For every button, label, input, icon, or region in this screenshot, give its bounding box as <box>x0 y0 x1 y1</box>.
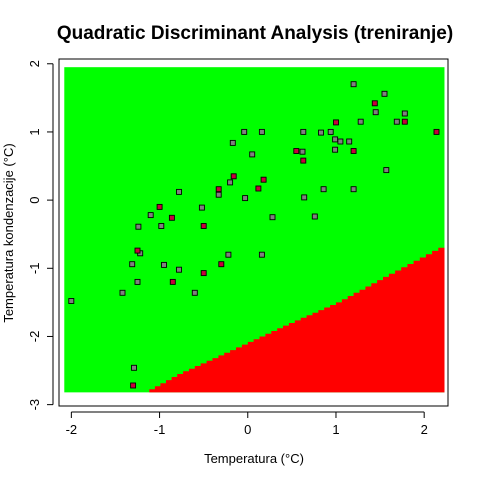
data-point-series-1-13 <box>334 120 339 125</box>
data-point-series-0-18 <box>259 129 264 134</box>
data-point-series-0-30 <box>347 139 352 144</box>
data-point-series-1-15 <box>372 101 377 106</box>
data-point-series-0-17 <box>250 152 255 157</box>
data-point-series-0-32 <box>351 82 356 87</box>
data-point-series-0-13 <box>216 192 221 197</box>
data-point-series-1-17 <box>434 129 439 134</box>
data-point-series-0-40 <box>226 252 231 257</box>
x-tick-label-4: 2 <box>421 422 428 437</box>
data-point-series-0-20 <box>259 252 264 257</box>
data-point-series-0-19 <box>270 215 275 220</box>
data-point-series-0-34 <box>373 110 378 115</box>
x-tick-label-1: -1 <box>154 422 166 437</box>
y-tick-label-3: 0 <box>27 197 42 204</box>
data-point-series-1-6 <box>219 262 224 267</box>
data-point-series-0-8 <box>159 224 164 229</box>
data-point-series-0-22 <box>301 129 306 134</box>
data-point-series-1-3 <box>170 279 175 284</box>
data-point-series-0-5 <box>136 224 141 229</box>
data-point-series-0-25 <box>319 130 324 135</box>
data-point-series-0-23 <box>302 195 307 200</box>
data-point-series-1-11 <box>294 149 299 154</box>
data-point-series-1-7 <box>216 187 221 192</box>
data-point-series-1-12 <box>301 158 306 163</box>
y-tick-label-0: -3 <box>27 399 42 411</box>
data-point-series-0-14 <box>228 180 233 185</box>
data-point-series-0-9 <box>177 189 182 194</box>
data-point-series-0-42 <box>328 129 333 134</box>
data-point-series-1-16 <box>402 119 407 124</box>
y-tick-label-5: 2 <box>27 60 42 67</box>
data-point-series-1-5 <box>201 224 206 229</box>
x-tick-label-3: 1 <box>332 422 339 437</box>
x-tick-label-0: -2 <box>66 422 78 437</box>
y-tick-label-4: 1 <box>27 128 42 135</box>
data-point-series-1-9 <box>256 186 261 191</box>
y-tick-label-2: -1 <box>27 263 42 275</box>
data-point-series-0-12 <box>199 205 204 210</box>
data-point-series-0-26 <box>321 187 326 192</box>
data-point-series-0-3 <box>135 279 140 284</box>
data-point-series-0-15 <box>230 140 235 145</box>
data-point-series-0-29 <box>338 139 343 144</box>
data-point-series-0-10 <box>177 267 182 272</box>
data-point-series-1-4 <box>201 271 206 276</box>
data-point-series-0-2 <box>130 262 135 267</box>
decision-regions <box>64 67 444 392</box>
y-axis-label: Temperatura kondenzacije (°C) <box>1 143 16 322</box>
data-point-series-1-10 <box>261 177 266 182</box>
data-point-series-1-0 <box>157 204 162 209</box>
data-point-series-0-24 <box>312 214 317 219</box>
data-point-series-0-28 <box>333 147 338 152</box>
data-point-series-1-14 <box>351 149 356 154</box>
data-point-series-1-2 <box>135 248 140 253</box>
data-point-series-1-1 <box>169 215 174 220</box>
data-point-series-0-7 <box>162 262 167 267</box>
data-point-series-0-33 <box>358 119 363 124</box>
chart-title: Quadratic Discriminant Analysis (trenira… <box>57 23 453 44</box>
x-axis-label: Temperatura (°C) <box>204 451 304 466</box>
y-tick-label-1: -2 <box>27 331 42 343</box>
data-point-series-0-1 <box>120 290 125 295</box>
data-point-series-0-11 <box>192 290 197 295</box>
data-point-series-0-31 <box>351 187 356 192</box>
data-point-series-0-21 <box>300 149 305 154</box>
data-point-series-0-39 <box>132 365 137 370</box>
data-point-series-0-37 <box>402 111 407 116</box>
data-point-series-0-38 <box>394 119 399 124</box>
data-point-series-0-35 <box>382 91 387 96</box>
data-point-series-0-27 <box>333 137 338 142</box>
data-point-series-1-18 <box>131 383 136 388</box>
data-point-series-0-0 <box>69 299 74 304</box>
data-point-series-0-16 <box>243 196 248 201</box>
data-point-series-1-8 <box>231 174 236 179</box>
x-tick-label-2: 0 <box>244 422 251 437</box>
data-point-series-0-6 <box>148 213 153 218</box>
data-point-series-0-41 <box>242 129 247 134</box>
data-point-series-0-36 <box>384 168 389 173</box>
